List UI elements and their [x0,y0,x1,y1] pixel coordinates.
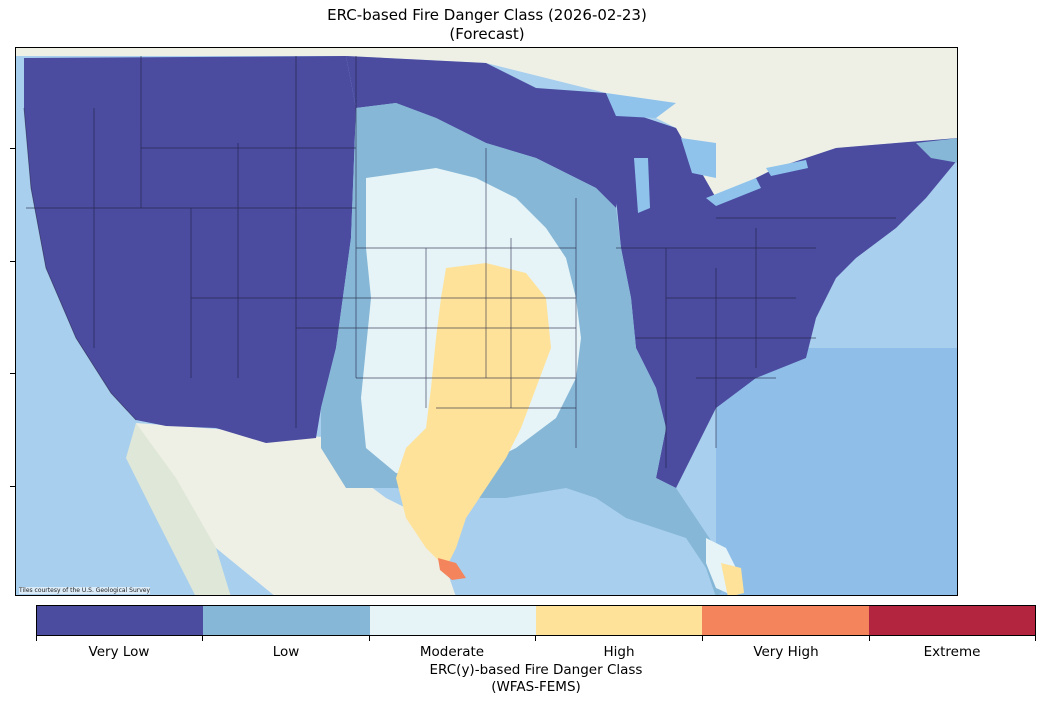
state-borders [26,56,896,468]
colorbar-label-very-high: Very High [753,644,819,660]
lake-huron [681,138,716,178]
colorbar-label-low: Low [272,644,300,660]
y-tick [10,373,15,374]
colorbar [36,605,1036,636]
map-attribution: Tiles courtesy of the U.S. Geological Su… [19,587,151,594]
colorbar-tick [36,636,37,641]
region-very-low-north [346,56,626,208]
baja-land [126,423,231,595]
lake-ontario [766,160,808,176]
map-title: ERC-based Fire Danger Class (2026-02-23)… [0,6,974,44]
colorbar-segment-high [535,606,703,635]
pacific-coastline [23,107,137,421]
colorbar-tick [202,636,203,641]
y-tick [10,148,15,149]
mexico-land [136,423,456,595]
colorbar-tick [535,636,536,641]
map-title-line2: (Forecast) [449,25,525,43]
region-high [396,263,551,568]
lake-michigan [634,158,650,213]
atlantic-deep [716,348,957,595]
fire-danger-map [16,48,957,595]
colorbar-title-line1: ERC(y)-based Fire Danger Class [429,662,643,678]
colorbar-label-very-low: Very Low [88,644,150,660]
colorbar-title: ERC(y)-based Fire Danger Class (WFAS-FEM… [36,662,1036,696]
colorbar-tick [369,636,370,641]
colorbar-label-high: High [603,644,635,660]
y-tick [10,261,15,262]
colorbar-segment-low [203,606,370,635]
colorbar-segment-very-low [37,606,204,635]
canada-land [16,48,957,198]
colorbar-title-line2: (WFAS-FEMS) [491,679,581,695]
region-very-high [438,558,466,580]
lake-erie [706,178,761,206]
colorbar-tick [1035,636,1036,641]
region-high-florida [721,563,744,595]
colorbar-segment-extreme [868,606,1035,635]
colorbar-segment-moderate [369,606,536,635]
map-title-line1: ERC-based Fire Danger Class (2026-02-23) [327,6,647,24]
colorbar-label-extreme: Extreme [923,644,981,660]
colorbar-tick [869,636,870,641]
colorbar-tick [702,636,703,641]
colorbar-label-moderate: Moderate [419,644,485,660]
colorbar-segment-very-high [702,606,869,635]
lake-superior [606,93,676,118]
region-low-northeast [916,138,957,163]
map-panel[interactable] [15,47,958,596]
region-very-low-west [24,56,356,443]
y-tick [10,486,15,487]
